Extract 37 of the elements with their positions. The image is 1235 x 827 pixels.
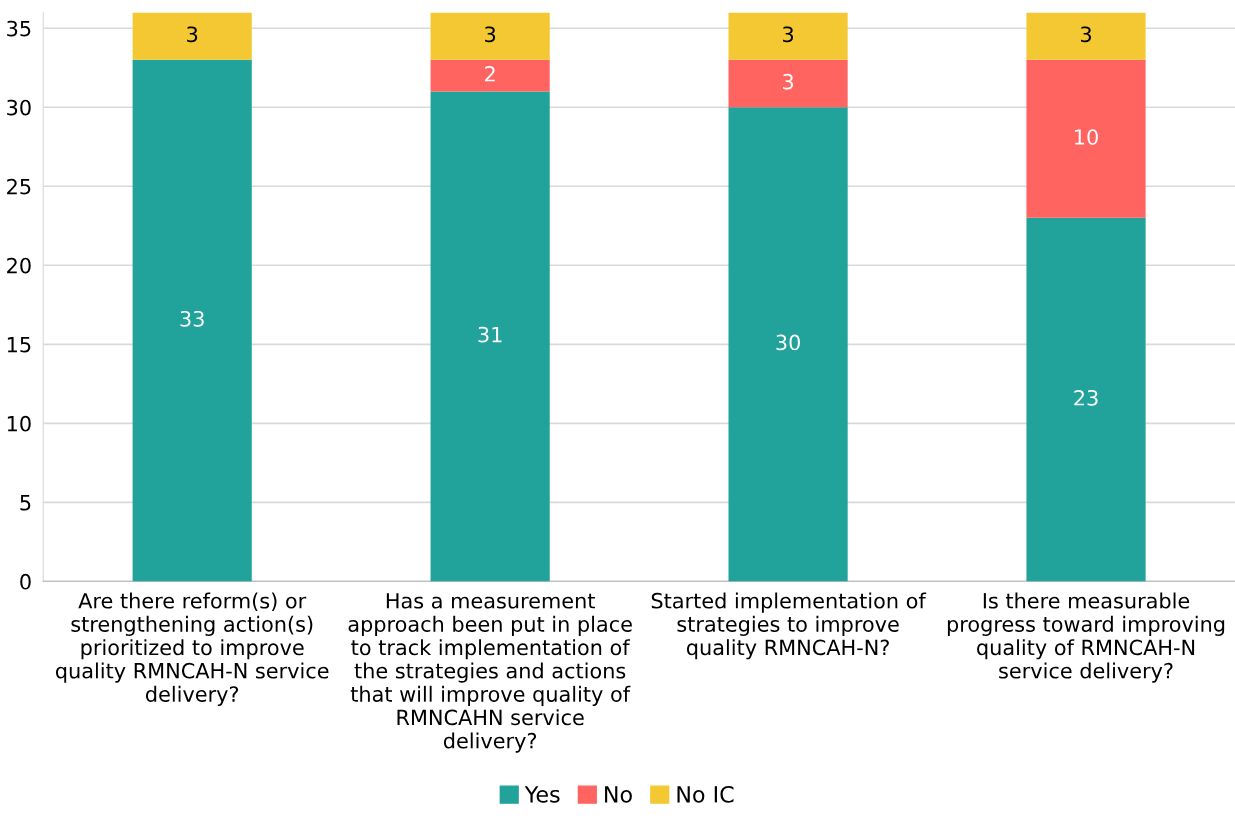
- y-tick-label: 10: [7, 415, 31, 432]
- data-label: 31: [478, 326, 502, 343]
- y-tick-label: 5: [20, 495, 31, 511]
- bar: [430, 59, 550, 92]
- bar: [132, 12, 252, 60]
- legend-label: No: [605, 786, 632, 803]
- data-label: 33: [180, 310, 204, 327]
- data-label: 3: [485, 26, 496, 43]
- bar: [728, 107, 848, 582]
- data-label: 30: [776, 334, 800, 351]
- data-label: 3: [1080, 26, 1091, 43]
- y-tick-label: 0: [20, 573, 31, 590]
- data-label: 2: [485, 65, 495, 82]
- data-label: 3: [187, 26, 198, 43]
- bar: [1026, 217, 1146, 582]
- bar: [1026, 12, 1146, 60]
- bar: [728, 59, 848, 108]
- x-tick-label: Are there reform(s) or strengthening action(s) prioritized to improve quality RMNCAH-N service delivery?: [55, 592, 329, 706]
- bar: [132, 59, 252, 582]
- x-tick-label: Is there measurable progress toward improving quality of RMNCAH-N service delivery?: [947, 592, 1225, 683]
- bar: [430, 12, 550, 60]
- data-label: 23: [1074, 389, 1098, 406]
- y-tick-label: 35: [7, 20, 31, 37]
- bar: [430, 91, 550, 582]
- y-tick-label: 25: [7, 178, 31, 195]
- bar: [728, 12, 848, 60]
- y-tick-label: 15: [7, 337, 31, 353]
- data-label: 3: [783, 73, 794, 90]
- y-tick-label: 30: [7, 99, 31, 116]
- legend-label: No IC: [677, 785, 734, 803]
- bar: [1026, 59, 1146, 218]
- data-label: 10: [1075, 129, 1098, 145]
- x-tick-label: Has a measurement approach been put in place to track implementation of the strategies and actions that will improve quality of RMNCAHN service delivery?: [348, 593, 632, 753]
- data-label: 3: [783, 26, 794, 43]
- legend-label: Yes: [524, 786, 560, 803]
- y-tick-label: 20: [7, 257, 31, 274]
- x-tick-label: Started implementation of strategies to improve quality RMNCAH-N?: [651, 592, 927, 660]
